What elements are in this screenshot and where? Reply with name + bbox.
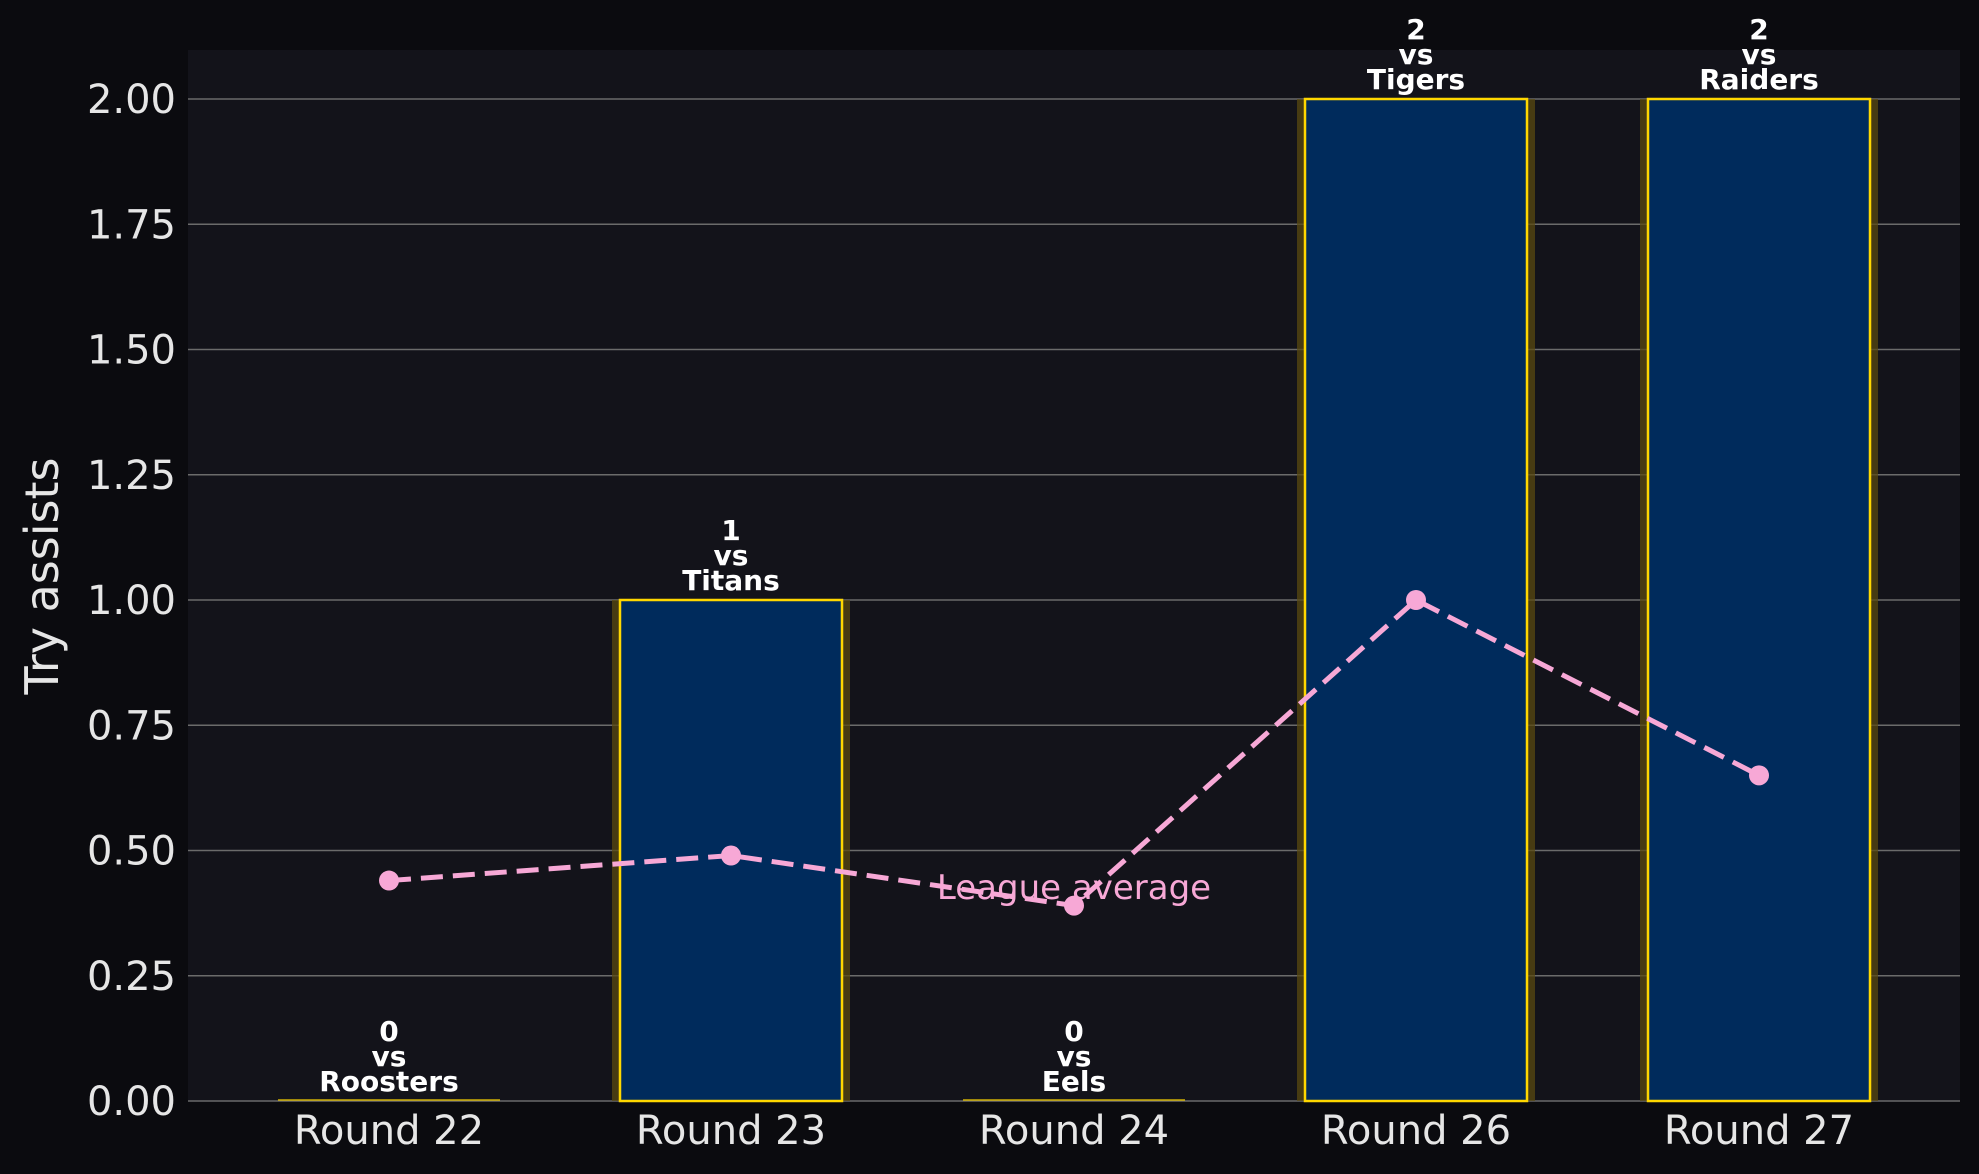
bar-value-label: Titans <box>682 564 780 597</box>
y-tick-label: 1.25 <box>87 453 176 499</box>
bar-labels: 0vsRoosters1vsTitans0vsEels2vsTigers2vsR… <box>319 13 1819 1098</box>
bar-value-label: vs <box>1057 1040 1092 1073</box>
league-average-point <box>1406 590 1426 610</box>
y-tick-label: 2.00 <box>87 77 176 123</box>
league-average-line-layer <box>379 590 1769 916</box>
league-average-point <box>1749 765 1769 786</box>
bar-group <box>1640 97 1878 1103</box>
y-tick-label: 1.75 <box>87 202 176 248</box>
y-tick-label: 0.25 <box>87 954 176 1000</box>
league-average-label: League average <box>937 868 1211 908</box>
league-average-point <box>721 845 741 866</box>
y-axis-title: Try assists <box>15 458 69 696</box>
x-tick-label: Round 27 <box>1664 1108 1854 1154</box>
bar-value-label: vs <box>1399 38 1434 71</box>
bar-value-label: vs <box>714 539 749 572</box>
bar <box>1646 97 1872 1103</box>
bar-value-label: 2 <box>1749 13 1768 46</box>
bar-value-label: vs <box>1742 38 1777 71</box>
y-tick-label: 0.75 <box>87 703 176 749</box>
bar-value-label: 0 <box>379 1015 398 1048</box>
x-axis-ticks: Round 22 Round 23 Round 24 Round 26 Round 27 <box>294 1108 1854 1154</box>
bar-value-label: Eels <box>1042 1065 1106 1098</box>
x-tick-label: Round 22 <box>294 1108 484 1154</box>
bar-value-label: 0 <box>1064 1015 1083 1048</box>
league-average-point <box>379 870 399 891</box>
x-tick-label: Round 23 <box>636 1108 826 1154</box>
bar-value-label: Tigers <box>1367 63 1465 96</box>
bar-value-label: Roosters <box>319 1065 459 1098</box>
bar-value-label: vs <box>372 1040 407 1073</box>
bar-value-label: 2 <box>1406 13 1425 46</box>
league-average-point <box>1064 895 1084 916</box>
y-tick-label: 0.00 <box>87 1079 176 1125</box>
y-tick-label: 1.00 <box>87 578 176 624</box>
x-tick-label: Round 26 <box>1321 1108 1511 1154</box>
y-axis-ticks: 0.00 0.25 0.50 0.75 1.00 1.25 1.50 1.75 2.00 <box>87 77 176 1125</box>
bar-value-label: Raiders <box>1699 63 1819 96</box>
y-tick-label: 0.50 <box>87 829 176 875</box>
x-tick-label: Round 24 <box>979 1108 1169 1154</box>
bar-value-label: 1 <box>721 514 740 547</box>
y-tick-label: 1.50 <box>87 328 176 374</box>
